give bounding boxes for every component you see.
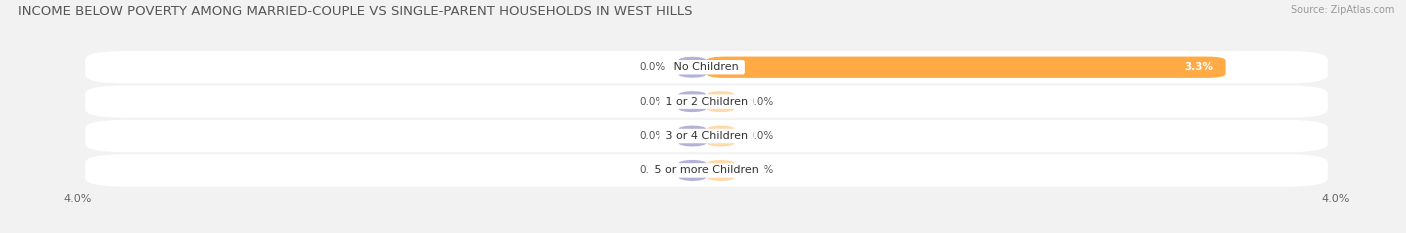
Text: 0.0%: 0.0% <box>748 97 773 107</box>
Text: INCOME BELOW POVERTY AMONG MARRIED-COUPLE VS SINGLE-PARENT HOUSEHOLDS IN WEST HI: INCOME BELOW POVERTY AMONG MARRIED-COUPL… <box>18 5 693 18</box>
Text: 0.0%: 0.0% <box>640 62 665 72</box>
FancyBboxPatch shape <box>678 125 707 147</box>
FancyBboxPatch shape <box>678 57 707 78</box>
Text: Source: ZipAtlas.com: Source: ZipAtlas.com <box>1291 5 1395 15</box>
FancyBboxPatch shape <box>678 91 707 112</box>
FancyBboxPatch shape <box>86 86 1327 118</box>
Text: 3.3%: 3.3% <box>1184 62 1213 72</box>
Text: 0.0%: 0.0% <box>640 165 665 175</box>
Text: 0.0%: 0.0% <box>748 165 773 175</box>
FancyBboxPatch shape <box>86 154 1327 187</box>
Text: 0.0%: 0.0% <box>640 131 665 141</box>
Text: 1 or 2 Children: 1 or 2 Children <box>662 97 751 107</box>
Text: No Children: No Children <box>671 62 742 72</box>
Text: 5 or more Children: 5 or more Children <box>651 165 762 175</box>
FancyBboxPatch shape <box>707 57 1226 78</box>
FancyBboxPatch shape <box>707 125 735 147</box>
Text: 3 or 4 Children: 3 or 4 Children <box>662 131 751 141</box>
Text: 0.0%: 0.0% <box>748 131 773 141</box>
FancyBboxPatch shape <box>707 160 735 181</box>
FancyBboxPatch shape <box>86 120 1327 152</box>
FancyBboxPatch shape <box>678 160 707 181</box>
FancyBboxPatch shape <box>86 51 1327 83</box>
Text: 0.0%: 0.0% <box>640 97 665 107</box>
FancyBboxPatch shape <box>707 91 735 112</box>
